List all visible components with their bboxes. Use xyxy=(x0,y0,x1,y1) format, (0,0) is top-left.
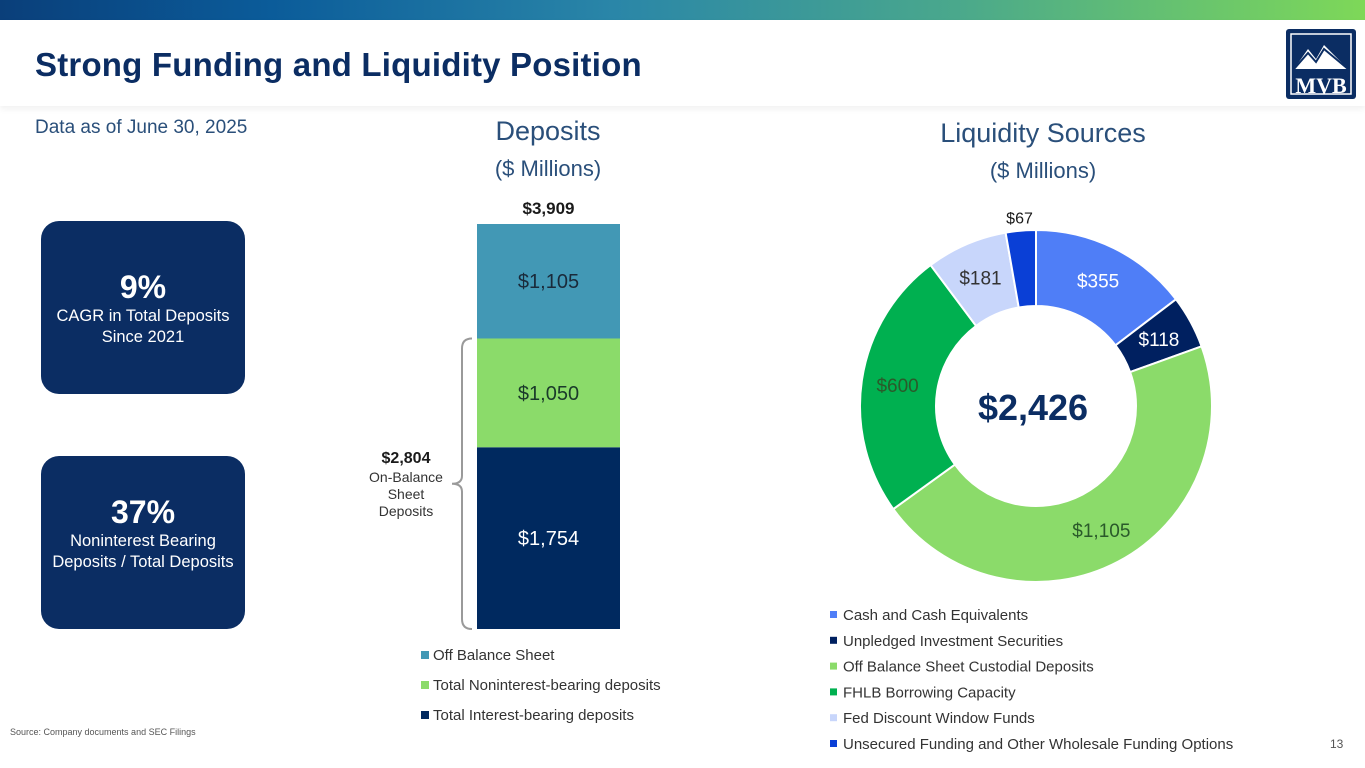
kpi-card-cagr: 9% CAGR in Total Deposits Since 2021 xyxy=(41,221,245,394)
bracket-desc-label: Deposits xyxy=(379,503,433,519)
donut-center-total: $2,426 xyxy=(978,387,1088,428)
data-date-subtitle: Data as of June 30, 2025 xyxy=(35,117,248,138)
legend-label: Fed Discount Window Funds xyxy=(843,710,1035,727)
bar-total-label: $3,909 xyxy=(523,199,575,218)
liquidity-chart-title: Liquidity Sources xyxy=(940,118,1146,148)
bracket-desc-label: On-Balance xyxy=(369,469,443,485)
legend-swatch xyxy=(830,611,837,618)
mvb-logo: MVB xyxy=(1286,29,1356,99)
legend-label: FHLB Borrowing Capacity xyxy=(843,684,1016,701)
bracket-value-label: $2,804 xyxy=(382,450,431,467)
bar-data-label: $1,050 xyxy=(518,383,579,405)
legend-label: Total Interest-bearing deposits xyxy=(433,707,634,724)
kpi-description: Noninterest Bearing Deposits / Total Dep… xyxy=(52,532,234,571)
donut-slice xyxy=(891,345,1213,583)
bar-data-label: $1,754 xyxy=(518,528,579,550)
legend-label: Unpledged Investment Securities xyxy=(843,633,1063,650)
logo-text: MVB xyxy=(1295,73,1347,98)
header-band xyxy=(0,20,1365,106)
donut-data-label: $118 xyxy=(1139,330,1180,351)
page-title: Strong Funding and Liquidity Position xyxy=(35,46,642,83)
kpi-value: 9% xyxy=(119,269,167,305)
source-note: Source: Company documents and SEC Filing… xyxy=(10,727,196,737)
on-balance-bracket xyxy=(451,337,473,630)
legend-swatch xyxy=(830,662,837,670)
legend-swatch xyxy=(830,740,837,747)
legend-swatch xyxy=(830,636,837,644)
legend-swatch xyxy=(830,714,837,722)
legend-label: Off Balance Sheet Custodial Deposits xyxy=(843,659,1094,676)
kpi-value: 37% xyxy=(110,494,176,530)
legend-swatch xyxy=(421,681,429,689)
deposits-chart-title: Deposits xyxy=(495,116,601,146)
kpi-card-noninterest: 37% Noninterest Bearing Deposits / Total… xyxy=(41,456,245,629)
mountain-logo-icon xyxy=(1290,33,1352,95)
bar-data-label: $1,105 xyxy=(518,271,579,293)
page-number: 13 xyxy=(1330,737,1344,751)
donut-slice xyxy=(859,263,978,511)
legend-swatch xyxy=(830,688,837,696)
legend-swatch xyxy=(421,711,429,719)
legend-label: Total Noninterest-bearing deposits xyxy=(433,677,661,694)
legend-swatch xyxy=(421,651,429,659)
liquidity-chart-subtitle: ($ Millions) xyxy=(989,158,1097,183)
legend-label: Unsecured Funding and Other Wholesale Fu… xyxy=(843,736,1233,753)
donut-data-label: $1,105 xyxy=(1072,521,1130,542)
donut-slice xyxy=(1004,228,1037,309)
legend-label: Off Balance Sheet xyxy=(433,647,555,664)
bracket-desc-label: Sheet xyxy=(388,486,425,502)
bar-segment xyxy=(477,224,620,339)
bar-segment xyxy=(477,447,620,629)
top-gradient-bar xyxy=(0,0,1365,20)
donut-data-label: $181 xyxy=(959,268,1001,289)
kpi-description: CAGR in Total Deposits Since 2021 xyxy=(56,307,230,346)
donut-data-label: $600 xyxy=(876,376,918,397)
bar-segment xyxy=(477,338,620,448)
donut-data-label: $355 xyxy=(1077,272,1119,293)
legend-label: Cash and Cash Equivalents xyxy=(843,607,1028,624)
donut-data-label: $67 xyxy=(1006,211,1033,228)
deposits-chart-subtitle: ($ Millions) xyxy=(494,156,602,181)
